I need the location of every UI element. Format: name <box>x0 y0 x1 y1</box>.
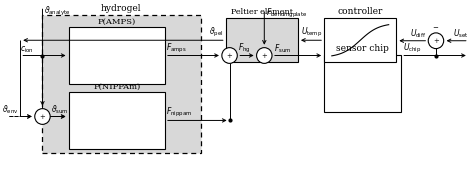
Text: $\vartheta_\mathrm{pel}$: $\vartheta_\mathrm{pel}$ <box>210 26 224 39</box>
Text: −: − <box>432 24 438 32</box>
Text: $c_\mathrm{ion}$: $c_\mathrm{ion}$ <box>20 44 34 55</box>
Bar <box>69 27 165 84</box>
Bar <box>69 92 165 149</box>
Text: P(NIPPAm): P(NIPPAm) <box>93 83 140 91</box>
Text: Peltier element: Peltier element <box>231 8 293 16</box>
Text: +: + <box>262 52 267 60</box>
Text: $F_\mathrm{amps}$: $F_\mathrm{amps}$ <box>166 41 187 55</box>
Text: controller: controller <box>337 7 383 16</box>
Text: $U_\mathrm{chip}$: $U_\mathrm{chip}$ <box>403 41 422 55</box>
Text: $F_\mathrm{hg}$: $F_\mathrm{hg}$ <box>238 41 251 55</box>
Text: P(AMPS): P(AMPS) <box>98 18 136 26</box>
Bar <box>226 18 298 62</box>
Text: $F_\mathrm{nippam}$: $F_\mathrm{nippam}$ <box>166 106 192 119</box>
Text: $F_\mathrm{bendingplate}$: $F_\mathrm{bendingplate}$ <box>266 7 308 20</box>
Text: $\vartheta_\mathrm{sum}$: $\vartheta_\mathrm{sum}$ <box>51 103 69 116</box>
Bar <box>324 18 396 62</box>
Text: $\vartheta_\mathrm{analyte}$: $\vartheta_\mathrm{analyte}$ <box>45 5 71 18</box>
Text: +: + <box>433 37 439 45</box>
Text: $F_\mathrm{sum}$: $F_\mathrm{sum}$ <box>274 42 291 55</box>
Bar <box>42 15 201 153</box>
Circle shape <box>222 48 237 63</box>
Text: +: + <box>40 113 46 121</box>
Text: $U_\mathrm{diff}$: $U_\mathrm{diff}$ <box>410 27 426 40</box>
Text: $\vartheta_\mathrm{env}$: $\vartheta_\mathrm{env}$ <box>2 103 18 116</box>
Text: hydrogel: hydrogel <box>101 4 141 13</box>
Text: $U_\mathrm{temp}$: $U_\mathrm{temp}$ <box>301 26 322 39</box>
Text: $U_\mathrm{set}$: $U_\mathrm{set}$ <box>453 27 469 40</box>
Bar <box>324 55 401 112</box>
Text: sensor chip: sensor chip <box>336 44 389 53</box>
Circle shape <box>256 48 272 63</box>
Circle shape <box>35 109 50 124</box>
Circle shape <box>428 33 444 49</box>
Text: +: + <box>227 52 232 60</box>
